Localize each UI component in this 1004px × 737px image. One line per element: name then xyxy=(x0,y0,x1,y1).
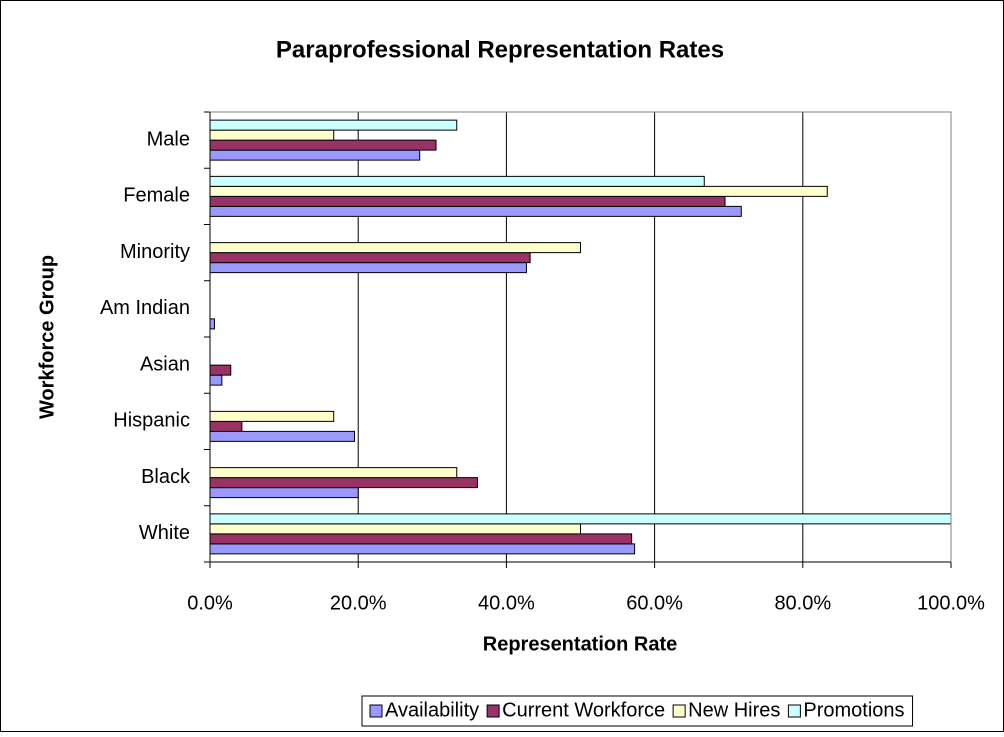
bar xyxy=(209,318,215,330)
x-tick-label: 0.0% xyxy=(187,592,233,614)
legend-label: Availability xyxy=(385,699,479,721)
legend-swatch xyxy=(486,704,500,718)
legend: Availability Current Workforce New Hires Pr… xyxy=(361,695,914,727)
bar xyxy=(209,205,742,217)
legend-label: Current Workforce xyxy=(502,699,665,721)
bar xyxy=(209,487,359,499)
bar xyxy=(209,374,223,386)
bar xyxy=(209,149,421,161)
legend-swatch xyxy=(672,704,686,718)
y-tick-label: Black xyxy=(141,466,191,488)
y-tick-label: Male xyxy=(147,128,190,150)
x-tick-label: 20.0% xyxy=(330,592,387,614)
y-tick-label: Asian xyxy=(140,353,190,375)
y-tick-label: White xyxy=(139,522,190,544)
chart-title: Paraprofessional Representation Rates xyxy=(276,36,724,63)
x-tick-label: 60.0% xyxy=(626,592,683,614)
bar xyxy=(209,513,952,525)
x-tick-label: 80.0% xyxy=(774,592,831,614)
legend-box xyxy=(361,695,914,727)
bar xyxy=(209,523,581,535)
legend-swatch xyxy=(369,704,383,718)
y-tick-label: Minority xyxy=(120,241,190,263)
legend-swatch xyxy=(787,704,801,718)
legend-label: Promotions xyxy=(803,699,904,721)
bar xyxy=(209,477,479,489)
y-tick-label: Am Indian xyxy=(100,297,190,319)
bar xyxy=(209,185,828,197)
bar xyxy=(209,543,636,555)
y-tick-label: Hispanic xyxy=(113,410,190,432)
bar xyxy=(209,410,335,422)
bar xyxy=(209,364,232,376)
bar xyxy=(209,195,726,207)
y-axis-title: Workforce Group xyxy=(36,255,58,419)
bar xyxy=(209,129,335,141)
bar xyxy=(209,175,705,187)
bar xyxy=(209,533,633,545)
bar xyxy=(209,420,243,432)
bar xyxy=(209,242,581,254)
x-tick-label: 40.0% xyxy=(478,592,535,614)
x-tick-label: 100.0% xyxy=(917,592,985,614)
legend-label: New Hires xyxy=(688,699,780,721)
bar xyxy=(209,262,527,274)
y-tick-label: Female xyxy=(123,185,190,207)
bar xyxy=(209,139,437,151)
bar xyxy=(209,467,458,479)
bar xyxy=(209,252,531,264)
x-axis-title: Representation Rate xyxy=(483,633,678,655)
bar xyxy=(209,119,458,131)
bar xyxy=(209,430,355,442)
